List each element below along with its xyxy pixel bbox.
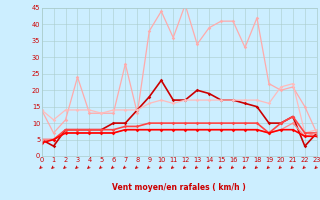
X-axis label: Vent moyen/en rafales ( km/h ): Vent moyen/en rafales ( km/h ) [112,183,246,192]
